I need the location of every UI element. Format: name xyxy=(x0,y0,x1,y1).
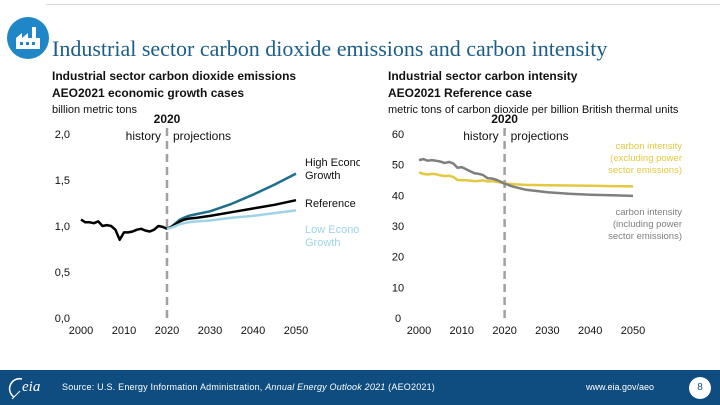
series-line xyxy=(80,218,168,242)
series-label-including-power: (including power xyxy=(613,219,682,230)
y-tick-label: 1,5 xyxy=(55,175,70,187)
x-tick-label: 2020 xyxy=(492,325,516,337)
source-note: Source: U.S. Energy Information Administ… xyxy=(62,382,435,392)
history-label: history xyxy=(126,129,161,143)
factory-icon xyxy=(7,17,49,59)
y-tick-label: 50 xyxy=(392,160,404,172)
y-tick-label: 60 xyxy=(392,129,404,141)
y-tick-label: 0,5 xyxy=(55,267,70,279)
divider-year-label: 2020 xyxy=(154,112,181,126)
projections-label: projections xyxy=(511,129,569,143)
right-chart-unit: metric tons of carbon dioxide per billio… xyxy=(388,104,679,116)
x-tick-label: 2030 xyxy=(198,325,222,337)
y-tick-label: 10 xyxy=(392,282,404,294)
x-tick-label: 2000 xyxy=(69,325,93,337)
left-chart-unit: billion metric tons xyxy=(52,104,137,116)
x-tick-label: 2040 xyxy=(578,325,602,337)
y-tick-label: 2,0 xyxy=(55,129,70,141)
source-suffix: (AEO2021) xyxy=(385,382,436,392)
series-label-including-power: carbon intensity xyxy=(615,207,682,218)
emissions-chart: 0,0 0,5 1,0 1,5 2,0 2000 2010 2020 2030 2040 2050 2… xyxy=(55,112,360,337)
x-tick-label: 2010 xyxy=(112,325,136,337)
x-tick-label: 2050 xyxy=(284,325,308,337)
y-tick-label: 30 xyxy=(392,221,404,233)
series-label-excluding-power: carbon intensity xyxy=(615,141,682,152)
y-tick-label: 0 xyxy=(395,313,401,325)
right-subtitle-line1: Industrial sector carbon intensity xyxy=(388,69,578,83)
series-label-low-growth: Low Economic xyxy=(305,224,360,236)
left-subtitle-line2: AEO2021 economic growth cases xyxy=(52,86,245,100)
y-tick-label: 0,0 xyxy=(55,313,70,325)
footer-bar xyxy=(0,370,720,405)
series-label-excluding-power: (excluding power xyxy=(610,153,682,164)
website-link[interactable]: www.eia.gov/aeo xyxy=(586,382,655,392)
page-title: Industrial sector carbon dioxide emissio… xyxy=(52,36,608,61)
y-tick-label: 20 xyxy=(392,252,404,264)
right-subtitle-line2: AEO2021 Reference case xyxy=(388,86,533,100)
eia-logo-icon xyxy=(8,377,23,400)
left-chart-subtitle: Industrial sector carbon dioxide emissio… xyxy=(52,68,296,102)
series-label-low-growth: Growth xyxy=(305,237,340,249)
series-line xyxy=(166,198,297,230)
divider-year-label: 2020 xyxy=(491,112,518,126)
x-tick-label: 2010 xyxy=(450,325,474,337)
left-subtitle-line1: Industrial sector carbon dioxide emissio… xyxy=(52,69,297,83)
y-tick-label: 40 xyxy=(392,190,404,202)
page-number: 8 xyxy=(689,377,711,399)
x-tick-label: 2040 xyxy=(241,325,265,337)
series-line xyxy=(418,171,634,188)
source-title: Annual Energy Outlook 2021 xyxy=(265,382,386,392)
history-label: history xyxy=(463,129,498,143)
series-label-reference: Reference xyxy=(305,198,356,210)
right-chart-subtitle: Industrial sector carbon intensity AEO20… xyxy=(388,68,577,102)
series-label-high-growth: Growth xyxy=(305,170,340,182)
x-tick-label: 2000 xyxy=(407,325,431,337)
x-tick-label: 2020 xyxy=(155,325,179,337)
y-tick-label: 1,0 xyxy=(55,221,70,233)
series-label-excluding-power: sector emissions) xyxy=(608,165,682,176)
series-label-high-growth: High Economic xyxy=(305,157,360,169)
projections-label: projections xyxy=(173,129,231,143)
eia-logo-text: eia xyxy=(22,379,41,395)
series-line xyxy=(418,157,634,198)
series-line xyxy=(166,209,297,231)
x-tick-label: 2050 xyxy=(621,325,645,337)
x-tick-label: 2030 xyxy=(535,325,559,337)
top-rule xyxy=(46,4,720,5)
series-label-including-power: sector emissions) xyxy=(608,231,682,242)
source-prefix: Source: U.S. Energy Information Administ… xyxy=(62,382,266,392)
